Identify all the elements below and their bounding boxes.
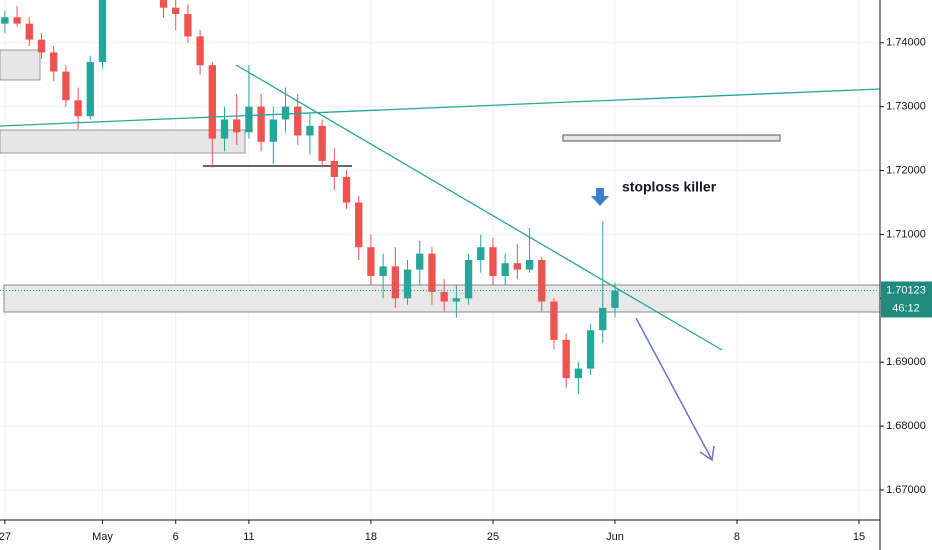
candle-body [86, 61, 94, 117]
candle-body [25, 23, 33, 40]
candle-body [257, 106, 265, 142]
arrow-head [699, 445, 715, 462]
candle-body [391, 266, 400, 299]
candle-body [428, 253, 436, 292]
zone-box [0, 129, 246, 154]
zone-box [0, 49, 41, 81]
candle-body [586, 330, 595, 369]
down-arrow-icon [591, 188, 609, 206]
candle-body [599, 307, 607, 331]
trend-line [0, 88, 880, 127]
candle-body [318, 125, 326, 161]
candle-body [281, 106, 290, 120]
candle-body [355, 202, 363, 248]
candle-body [501, 263, 509, 276]
x-tick-label: 27 [0, 531, 11, 543]
candle-body [269, 119, 277, 142]
candle-body [513, 263, 522, 270]
candle-body [245, 106, 253, 133]
candle-body [220, 119, 229, 139]
candle-body [416, 253, 424, 270]
candle-body [342, 176, 351, 203]
candle-body [37, 39, 46, 53]
candle-body [172, 7, 180, 15]
candle-body [403, 269, 412, 299]
y-tick-label: 1.68000 [886, 420, 926, 432]
candle-body [574, 368, 583, 379]
candle-body [13, 17, 21, 24]
y-tick-label: 1.72000 [886, 164, 926, 176]
grid [0, 0, 880, 520]
candles [1, 0, 619, 395]
zone-box [562, 134, 781, 142]
candle-body [233, 119, 241, 133]
y-tick-label: 1.71000 [886, 228, 926, 240]
drawings [0, 49, 880, 313]
candle-body [379, 266, 387, 276]
candle-body [525, 260, 534, 270]
candle-body [208, 65, 216, 139]
y-tick-label: 1.74000 [886, 37, 926, 49]
candle-body [452, 298, 461, 302]
candle-body [464, 260, 473, 299]
y-tick-label: 1.69000 [886, 356, 926, 368]
trend-line [235, 64, 723, 351]
x-tick-label: May [92, 531, 113, 543]
candle-body [184, 14, 192, 37]
x-tick-label: Jun [606, 531, 624, 543]
trendlines: stoploss killer [0, 64, 880, 462]
candle-body [550, 301, 558, 340]
x-tick-label: 11 [243, 531, 254, 543]
candle-body [611, 290, 619, 308]
candle-body [294, 106, 302, 136]
candle-body [489, 247, 497, 276]
last-price-label: 1.70123 [886, 284, 926, 296]
y-tick-label: 1.67000 [886, 484, 926, 496]
x-tick-label: 6 [173, 531, 179, 543]
countdown-box [881, 299, 932, 318]
axes: 1.670001.680001.690001.700001.710001.720… [0, 37, 932, 543]
candle-body [440, 291, 448, 302]
candle-body [367, 247, 375, 276]
candle-body [562, 339, 570, 379]
candle-body [74, 100, 82, 117]
candle-body [62, 71, 70, 101]
candle-body [477, 247, 485, 260]
x-tick-label: 25 [487, 531, 499, 543]
candle-body [50, 52, 58, 72]
candle-body [538, 260, 546, 302]
candle-body [1, 17, 9, 24]
x-tick-label: 8 [734, 531, 740, 543]
last-price-box [881, 281, 932, 300]
x-tick-label: 15 [853, 531, 865, 543]
x-tick-label: 18 [365, 531, 377, 543]
candle-body [306, 125, 314, 136]
y-tick-label: 1.73000 [886, 101, 926, 113]
countdown-label: 46:12 [892, 302, 920, 314]
annotation: stoploss killer [622, 179, 717, 195]
candle-body [98, 0, 107, 62]
candle-body [196, 36, 204, 66]
projection-arrow [635, 317, 713, 461]
candle-body [330, 160, 338, 177]
candle-body [159, 0, 168, 8]
